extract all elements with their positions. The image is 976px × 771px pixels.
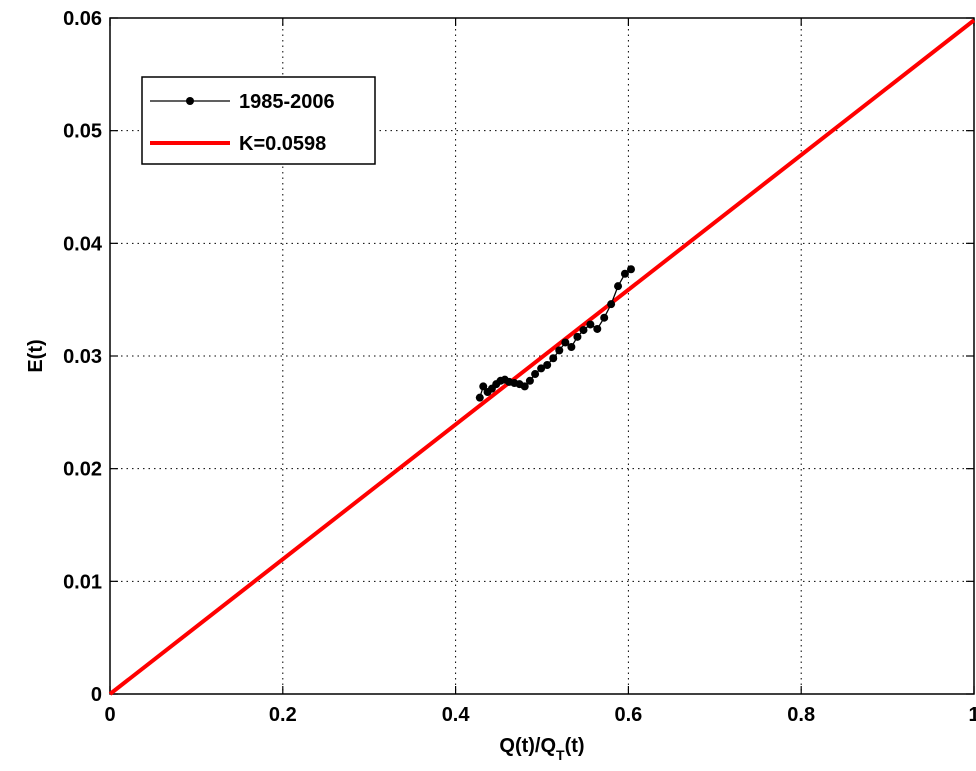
x-tick-labels: 0 0.2 0.4 0.6 0.8 1	[104, 704, 976, 726]
y-axis-label: E(t)	[25, 339, 47, 372]
legend-swatch-marker-1985-2006	[186, 97, 194, 105]
legend-label-1985-2006: 1985-2006	[239, 91, 335, 113]
y-tick-label: 0.05	[63, 121, 102, 143]
x-axis-label-subscript: T	[556, 747, 565, 763]
data-point-1985-2006	[520, 382, 529, 391]
x-tick-label: 0.6	[614, 704, 642, 726]
x-tick-label: 1	[968, 704, 976, 726]
data-point-1985-2006	[573, 332, 582, 341]
data-point-1985-2006	[567, 342, 576, 351]
data-point-1985-2006	[600, 313, 609, 322]
legend: 1985-2006 K=0.0598	[141, 76, 376, 165]
data-point-1985-2006	[479, 382, 488, 391]
data-point-1985-2006	[579, 326, 588, 335]
y-tick-label: 0.03	[63, 346, 102, 368]
x-tick-label: 0.8	[787, 704, 815, 726]
data-point-1985-2006	[586, 320, 595, 329]
data-point-1985-2006	[593, 324, 602, 333]
x-axis-label-main: Q(t)/Q	[499, 735, 556, 757]
data-point-1985-2006	[531, 370, 540, 379]
data-point-1985-2006	[626, 265, 635, 274]
y-tick-label: 0	[91, 684, 102, 706]
y-tick-label: 0.02	[63, 459, 102, 481]
data-point-1985-2006	[561, 338, 570, 347]
x-axis-label-tail: (t)	[565, 735, 585, 757]
data-point-1985-2006	[614, 282, 623, 291]
x-tick-label: 0.4	[442, 704, 471, 726]
y-tick-label: 0.01	[63, 571, 102, 593]
y-tick-label: 0.06	[63, 8, 102, 30]
legend-label-k: K=0.0598	[239, 133, 326, 155]
series-line-k	[108, 18, 976, 696]
data-point-1985-2006	[549, 354, 558, 363]
y-tick-labels: 0 0.01 0.02 0.03 0.04 0.05 0.06	[63, 8, 103, 706]
data-point-1985-2006	[620, 269, 629, 278]
data-point-1985-2006	[525, 376, 534, 385]
x-tick-label: 0	[104, 704, 115, 726]
series-layer	[108, 18, 976, 696]
data-point-1985-2006	[555, 346, 564, 355]
y-tick-label: 0.04	[63, 233, 103, 255]
legend-box	[141, 76, 376, 165]
data-point-1985-2006	[537, 364, 546, 373]
data-point-1985-2006	[543, 361, 552, 370]
x-tick-label: 0.2	[269, 704, 297, 726]
data-point-1985-2006	[607, 300, 616, 309]
data-point-1985-2006	[475, 393, 484, 402]
x-axis-label: Q(t)/QT(t)	[499, 735, 584, 763]
